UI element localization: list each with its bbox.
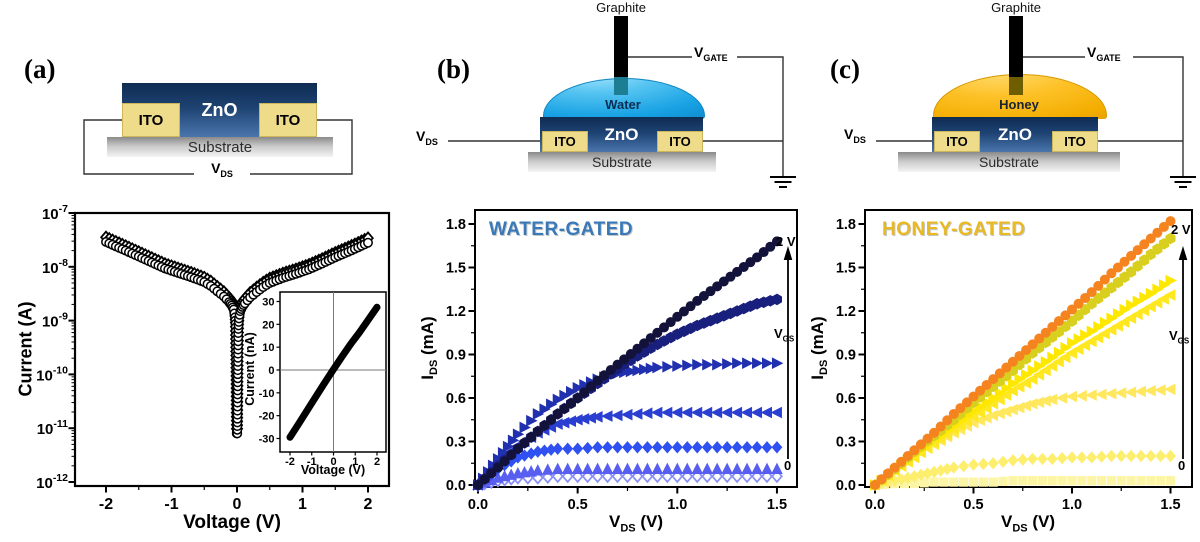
water-gated-output: 0.0 0.5 1.0 1.5 0.0 0.3 0.6 0.9 1.2 1.5 1.8 [446, 209, 798, 513]
tick-label: -1 [307, 456, 317, 468]
plot-c-ylabel: IDS (mA) [807, 316, 831, 380]
ito-right-label-a: ITO [275, 111, 301, 129]
graphite-label-b: Graphite [596, 0, 646, 15]
water-gated-title: WATER-GATED [489, 219, 634, 240]
tick-label: 0.0 [865, 497, 885, 513]
tick-label: -20 [259, 411, 275, 423]
log-tick-label: 10-7 [42, 203, 68, 223]
tick-label: 0.0 [468, 497, 488, 513]
graphite-rod-tip-b [614, 77, 628, 95]
tick-label: 0.3 [446, 435, 466, 451]
tick-label: -2 [99, 496, 113, 513]
schematic-wires [83, 56, 1196, 188]
log-tick-label: 10-8 [42, 257, 68, 277]
vgate-label-b: VGATE [694, 44, 728, 63]
inset-xlabel: Voltage (V) [300, 463, 366, 477]
tick-label: 2 [364, 496, 373, 513]
tick-label: 0.6 [446, 391, 466, 407]
tick-label: 1.5 [446, 261, 466, 277]
ito-left-a: ITO [122, 103, 180, 137]
tick-label: 10 [262, 342, 274, 354]
panel-b-letter: (b) [437, 54, 470, 84]
tick-label: 1 [352, 456, 358, 468]
substrate-c: Substrate [898, 152, 1120, 172]
tick-label: 1 [298, 496, 307, 513]
tick-label: 0.3 [836, 435, 856, 451]
log-tick-label: 10-12 [36, 472, 68, 492]
tick-label: -10 [259, 388, 275, 400]
vgs-bottom-annotation-b: 0 [784, 458, 792, 473]
plot-a-ylabel: Current (A) [15, 301, 36, 397]
ito-right-a: ITO [259, 103, 317, 137]
tick-label: 0.5 [963, 497, 983, 513]
tick-label: 0 [330, 456, 336, 468]
water-label: Water [605, 97, 641, 112]
tick-label: 30 [262, 297, 274, 309]
ito-left-label-a: ITO [138, 111, 164, 129]
graphite-rod-tip-c [1009, 77, 1023, 95]
honey-label: Honey [999, 97, 1039, 112]
log-tick-label: 10-11 [37, 418, 68, 438]
log-tick-label: 10-10 [36, 364, 68, 384]
tick-label: 0.0 [446, 478, 466, 494]
substrate-b: Substrate [528, 152, 716, 172]
tick-label: -30 [259, 433, 275, 445]
graphite-rod-b [614, 16, 628, 95]
vgs-top-annotation-c: 2 V [1171, 222, 1191, 237]
vgs-bottom-annotation-c: 0 [1178, 458, 1186, 473]
tick-label: 0.9 [446, 348, 466, 364]
panel-a-letter: (a) [24, 54, 56, 84]
tick-label: 0.6 [836, 391, 856, 407]
plot-b-ylabel: IDS (mA) [417, 316, 441, 380]
honey-gated-title: HONEY-GATED [882, 219, 1026, 240]
ito-left-c: ITO [934, 131, 980, 152]
tick-label: 1.8 [836, 217, 856, 233]
vgs-label-b: VGS [774, 326, 795, 344]
tick-label: 1.0 [1062, 497, 1082, 513]
tick-label: -1 [164, 496, 178, 513]
vgs-top-annotation-b: 2 V [776, 234, 796, 249]
vds-label-a: VDS [211, 160, 233, 179]
substrate-a: Substrate [107, 137, 333, 157]
tick-label: 1.5 [836, 261, 856, 277]
substrate-label-a: Substrate [187, 138, 253, 156]
graphite-label-c: Graphite [991, 0, 1041, 15]
panel-c-letter: (c) [830, 54, 860, 84]
tick-label: 1.5 [1160, 497, 1180, 513]
tick-label: -2 [285, 456, 295, 468]
plot-c-xlabel: VDS (V) [1000, 512, 1055, 535]
ito-right-c: ITO [1052, 131, 1098, 152]
tick-label: 1.0 [667, 497, 687, 513]
zno-label-a: ZnO [201, 99, 238, 120]
tick-label: 2 [374, 456, 380, 468]
zno-label-b: ZnO [604, 124, 639, 144]
tick-label: 0 [268, 365, 274, 377]
tick-label: 0.0 [836, 478, 856, 494]
plot-b-xlabel: VDS (V) [608, 512, 663, 535]
inset-ylabel: Current (nA) [243, 332, 257, 406]
tick-label: 0.5 [568, 497, 588, 513]
vds-label-c: VDS [844, 126, 866, 145]
tick-label: 1.2 [446, 304, 466, 320]
plot-a-xlabel: Voltage (V) [183, 512, 281, 533]
tick-label: 20 [262, 319, 274, 331]
tick-label: 1.8 [446, 217, 466, 233]
tick-label: 0.9 [836, 348, 856, 364]
tick-label: 0 [233, 496, 242, 513]
honey-gated-output: 0.0 0.5 1.0 1.5 0.0 0.3 0.6 0.9 1.2 1.5 1.8 [836, 209, 1193, 513]
vgate-label-c: VGATE [1087, 44, 1121, 63]
tick-label: 1.5 [767, 497, 787, 513]
graphite-rod-c [1009, 16, 1023, 95]
vds-label-b: VDS [416, 128, 438, 147]
log-tick-label: 10-9 [42, 311, 68, 331]
tick-label: 1.2 [836, 304, 856, 320]
ito-left-b: ITO [542, 131, 588, 152]
vgs-label-c: VGS [1169, 328, 1190, 346]
zno-label-c: ZnO [998, 124, 1032, 144]
ito-right-b: ITO [657, 131, 703, 152]
